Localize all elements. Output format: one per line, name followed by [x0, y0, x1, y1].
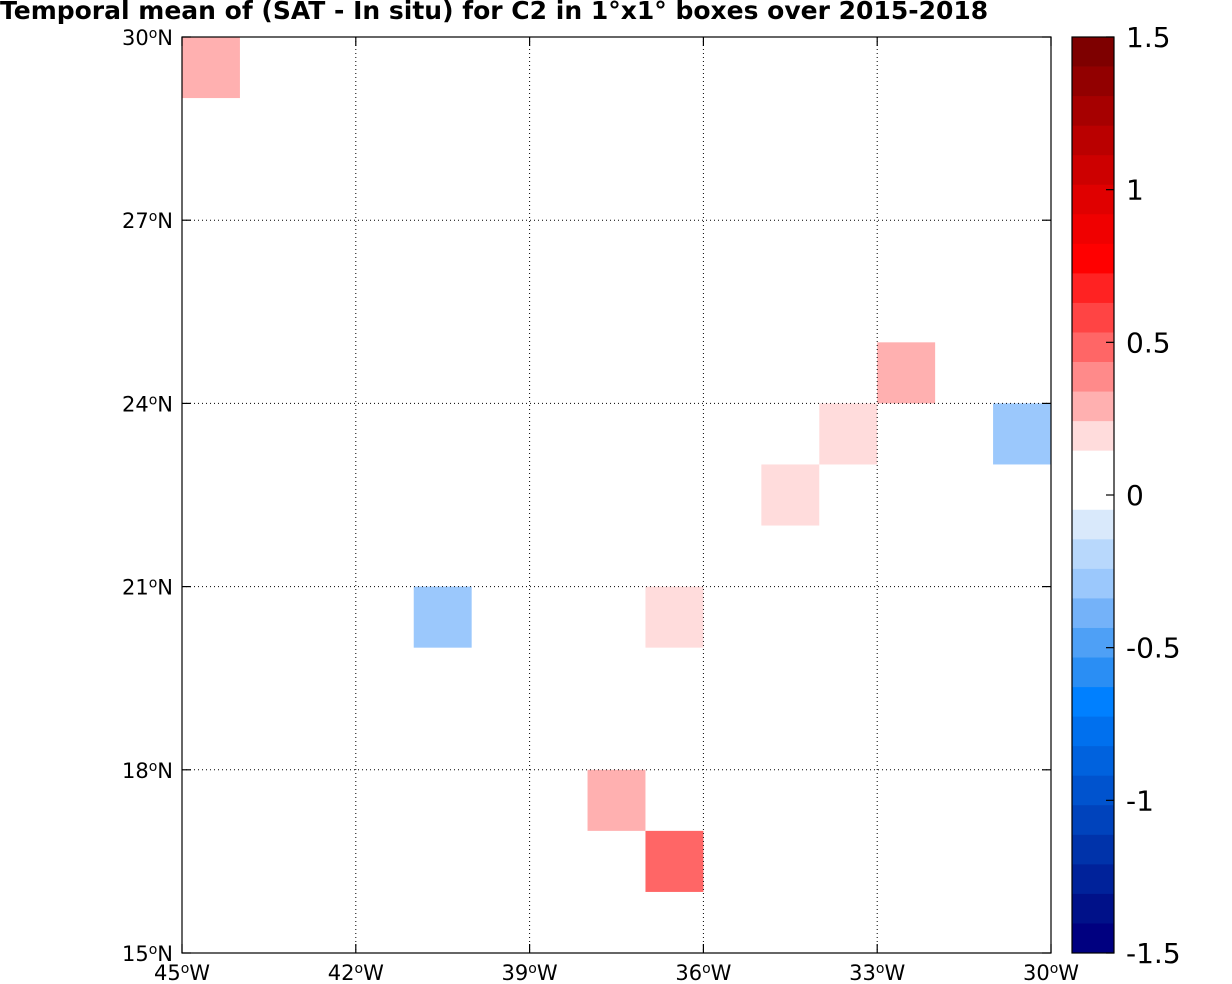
x-tick-label: 42oW [328, 961, 384, 984]
colorbar-bin [1072, 834, 1114, 865]
grid-cell [761, 464, 820, 526]
colorbar-bin [1072, 687, 1114, 718]
colorbar-bin [1072, 66, 1114, 97]
colorbar-bin [1072, 243, 1114, 274]
x-tick-label: 30oW [1023, 961, 1079, 984]
grid-cell [413, 586, 472, 648]
data-cells [182, 37, 1051, 892]
colorbar-tick-label: 1 [1126, 174, 1144, 207]
colorbar-bin [1072, 332, 1114, 363]
colorbar-bin [1072, 125, 1114, 156]
colorbar-bin [1072, 627, 1114, 658]
grid-cell [877, 342, 936, 404]
y-tick-label: 21oN [122, 576, 173, 600]
colorbar-bin [1072, 214, 1114, 245]
colorbar-bin [1072, 598, 1114, 629]
colorbar-bin [1072, 509, 1114, 540]
y-tick-label: 15oN [122, 942, 173, 966]
colorbar-bin [1072, 716, 1114, 747]
grid-cell [182, 37, 240, 99]
x-tick-label: 36oW [675, 961, 731, 984]
x-tick-label: 33oW [849, 961, 905, 984]
axis-ticks: 45oW 42oW 39oW 36oW 33oW 30oW 15oN 18oN 21oN 24oN… [122, 26, 1079, 984]
colorbar-bin [1072, 37, 1114, 67]
colorbar-bin [1072, 391, 1114, 422]
x-tick-label: 39oW [502, 961, 558, 984]
colorbar-bin [1072, 450, 1114, 481]
grid-cell [587, 769, 646, 831]
y-tick-label: 18oN [122, 759, 173, 783]
colorbar-bin [1072, 657, 1114, 688]
colorbar-bin [1072, 864, 1114, 895]
colorbar-bin [1072, 893, 1114, 924]
colorbar-tick-label: -0.5 [1126, 632, 1181, 665]
colorbar-bin [1072, 539, 1114, 570]
colorbar-bin [1072, 362, 1114, 392]
colorbar-tick-label: -1.5 [1126, 937, 1181, 970]
x-tick-label: 45oW [154, 961, 210, 984]
colorbar-tick-label: -1 [1126, 784, 1154, 817]
colorbar-tick-label: 0 [1126, 479, 1144, 512]
colorbar-tick-label: 0.5 [1126, 326, 1171, 359]
colorbar-bin [1072, 805, 1114, 836]
chart-title: Temporal mean of (SAT - In situ) for C2 … [0, 0, 989, 25]
grid-cell [645, 586, 704, 648]
colorbar-tick-label: 1.5 [1126, 21, 1171, 54]
colorbar-bin [1072, 775, 1114, 806]
colorbar: 1.5 1 0.5 0 -0.5 -1 -1.5 [1071, 21, 1181, 970]
y-tick-label: 24oN [122, 392, 173, 416]
plot-frame [181, 36, 1052, 954]
y-tick-label: 27oN [122, 209, 173, 233]
colorbar-bin [1072, 421, 1114, 452]
grid-lines [182, 37, 1051, 953]
grid-cell [645, 830, 704, 892]
colorbar-bin [1072, 96, 1114, 127]
grid-cell [819, 403, 878, 465]
colorbar-bin [1072, 155, 1114, 186]
colorbar-bin [1072, 923, 1114, 954]
y-tick-label: 30oN [122, 26, 173, 50]
grid-cell [993, 403, 1051, 465]
colorbar-bin [1072, 568, 1114, 599]
colorbar-bin [1072, 302, 1114, 333]
colorbar-bin [1072, 746, 1114, 777]
colorbar-bin [1072, 273, 1114, 304]
